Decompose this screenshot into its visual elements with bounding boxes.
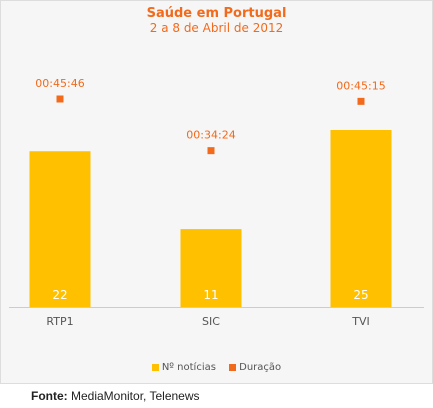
bar-value-label: 22 <box>52 288 67 302</box>
duration-marker <box>56 95 64 103</box>
x-tick-label: TVI <box>351 315 370 328</box>
chart-plot: 22 00:45:46 RTP1 11 00:34:24 SIC 25 00:45:15 TVI <box>9 77 424 328</box>
bar-tvi <box>330 130 392 307</box>
bar-rtp1 <box>29 151 91 307</box>
duration-marker <box>357 97 365 105</box>
duration-label: 00:34:24 <box>186 129 235 142</box>
source-text: MediaMonitor, Telenews <box>67 389 200 403</box>
duration-label: 00:45:46 <box>35 77 84 90</box>
source-note: Fonte: MediaMonitor, Telenews <box>31 389 200 403</box>
x-tick-label: SIC <box>202 315 220 328</box>
chart-subtitle: 2 a 8 de Abril de 2012 <box>149 21 284 35</box>
legend-label-noticias: Nº notícias <box>161 362 216 373</box>
chart-legend: Nº notícias Duração <box>1 362 432 374</box>
duration-label: 00:45:15 <box>336 79 385 92</box>
bar-value-label: 11 <box>203 288 218 302</box>
chart-area: Saúde em Portugal 2 a 8 de Abril de 2012… <box>0 0 433 384</box>
bar-sic <box>180 229 242 307</box>
legend-item-noticias: Nº notícias <box>151 362 216 373</box>
chart-title: Saúde em Portugal <box>146 6 287 21</box>
legend-item-duracao: Duração <box>229 362 281 373</box>
legend-swatch-marker <box>229 364 237 371</box>
source-label: Fonte: <box>31 389 68 403</box>
duration-marker <box>207 147 215 155</box>
legend-label-duracao: Duração <box>239 362 282 373</box>
legend-swatch-bar <box>151 364 159 371</box>
x-tick-label: RTP1 <box>46 315 73 328</box>
bar-value-label: 25 <box>353 288 368 302</box>
